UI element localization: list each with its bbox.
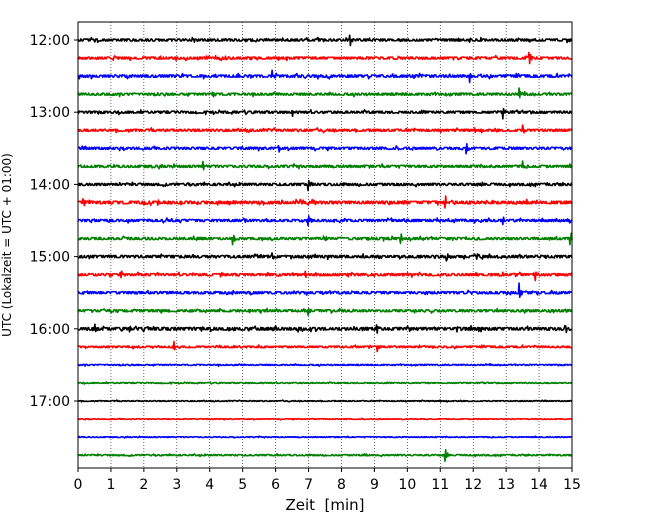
y-tick-label: 17:00 [30,394,70,410]
x-axis-label: Zeit [min] [285,496,364,514]
trace-1200 [77,34,573,47]
x-tick-label: 0 [74,477,83,493]
trace-1300 [77,107,573,120]
trace-1245 [77,87,573,99]
x-tick-label: 7 [304,477,313,493]
trace-1630 [77,362,573,367]
y-tick-label: 14:00 [30,177,70,193]
y-axis-ticks: 12:00 13:00 14:00 15:00 16:00 17:00 [30,33,78,410]
y-tick-label: 16:00 [30,322,70,338]
trace-1500 [77,252,573,262]
y-tick-label: 13:00 [30,105,70,121]
y-axis-label: UTC (Lokalzeit = UTC + 01:00) [0,153,14,337]
trace-1700 [77,399,573,403]
plot-frame [77,21,573,469]
seismogram-traces [77,34,573,463]
x-tick-label: 12 [464,477,482,493]
trace-1745 [77,449,573,463]
x-tick-label: 1 [106,477,115,493]
x-tick-label: 14 [530,477,548,493]
trace-1415 [77,195,573,209]
trace-1645 [77,381,573,385]
x-tick-label: 8 [337,477,346,493]
trace-1430 [77,215,573,227]
trace-1330 [77,143,573,155]
trace-1715 [77,417,573,421]
x-tick-label: 10 [398,477,416,493]
trace-1730 [77,435,573,439]
x-axis-ticks: 0 1 2 3 4 5 6 7 8 9 10 11 12 13 14 15 [74,468,581,493]
x-tick-label: 13 [497,477,515,493]
x-tick-label: 3 [172,477,181,493]
y-tick-label: 12:00 [30,33,70,49]
x-tick-label: 2 [139,477,148,493]
x-tick-label: 9 [370,477,379,493]
trace-1515 [77,270,573,282]
x-tick-label: 15 [563,477,581,493]
trace-1230 [77,69,573,84]
trace-1530 [77,282,573,298]
x-grid [110,22,540,468]
trace-1615 [77,340,573,353]
trace-1345 [77,160,573,171]
trace-1445 [77,232,573,246]
trace-1545 [77,307,573,317]
plot-background [78,22,572,468]
x-tick-label: 11 [431,477,449,493]
x-tick-label: 4 [205,477,214,493]
x-tick-label: 6 [271,477,280,493]
trace-1600 [77,323,573,334]
trace-1315 [77,124,573,134]
trace-1400 [77,179,573,192]
x-tick-label: 5 [238,477,247,493]
trace-1215 [77,51,573,65]
y-tick-label: 15:00 [30,250,70,266]
